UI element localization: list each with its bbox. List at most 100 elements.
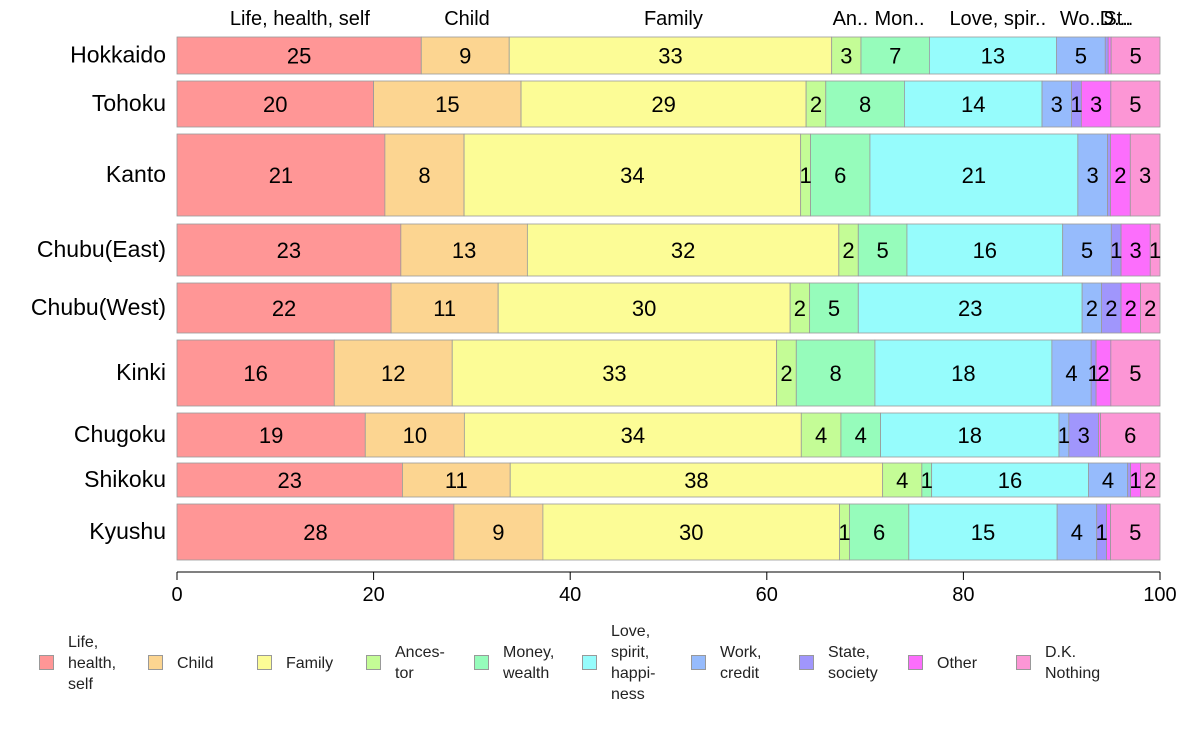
- region-label: Chubu(East): [37, 236, 166, 262]
- bar-value-label: 3: [1130, 238, 1142, 263]
- bar-value-label: 5: [1081, 238, 1093, 263]
- bar-value-label: 38: [684, 468, 708, 493]
- bar-segment: [1140, 282, 1161, 334]
- legend-label: Child: [177, 654, 214, 672]
- bar-segment: [1104, 36, 1109, 75]
- bar-value-label: 1: [1096, 520, 1108, 545]
- x-tick-label: 60: [756, 584, 778, 606]
- x-axis: 0 20 40 60 80 100: [171, 571, 1177, 606]
- bar-segment: [849, 503, 910, 561]
- bar-segment: [1088, 462, 1129, 498]
- bar-segment: [1110, 339, 1161, 407]
- bar-segment: [1056, 36, 1106, 75]
- bar-value-label: 2: [1105, 296, 1117, 321]
- bar-segment: [1129, 133, 1161, 217]
- bar-value-label: 3: [1090, 92, 1102, 117]
- bar-value-label: 8: [418, 163, 430, 188]
- bar-value-label: 4: [1071, 520, 1083, 545]
- bar-segment: [1149, 223, 1161, 277]
- bar-segment: [420, 36, 510, 75]
- bar-value-label: 10: [403, 423, 427, 448]
- x-tick-label: 80: [952, 584, 974, 606]
- bar-segment: [509, 462, 884, 498]
- top-label: Mon..: [874, 8, 924, 30]
- top-label: Family: [644, 8, 703, 30]
- bar-value-labels: 25 9 33 3 7 13 5 520 15 29 2 8 14 3 1 3 521 8 34 1 6 21 3 2 323 1…: [243, 44, 1161, 546]
- bar-value-label: 30: [632, 296, 656, 321]
- bar-value-label: 4: [1102, 468, 1114, 493]
- bar-value-label: 7: [889, 44, 901, 69]
- bar-segment: [795, 339, 876, 407]
- bar-value-label: 5: [1129, 92, 1141, 117]
- bar-value-label: 2: [780, 361, 792, 386]
- bar-value-label: 4: [1065, 361, 1077, 386]
- bar-value-label: 4: [896, 468, 908, 493]
- bar-value-label: 21: [269, 163, 293, 188]
- region-labels: Hokkaido Tohoku Kanto Chubu(East) Chubu(West…: [31, 42, 166, 545]
- bar-value-label: 34: [620, 163, 644, 188]
- bar-value-label: 5: [1129, 361, 1141, 386]
- bar-value-label: 19: [259, 423, 283, 448]
- bar-value-label: 1: [921, 468, 933, 493]
- top-label: St..: [1103, 8, 1133, 30]
- legend-swatch: [908, 655, 923, 670]
- bar-value-label: 33: [658, 44, 682, 69]
- bar-value-label: 5: [1129, 520, 1141, 545]
- bar-value-label: 4: [855, 423, 867, 448]
- legend-swatch: [691, 655, 706, 670]
- bar-value-label: 3: [1139, 163, 1151, 188]
- bar-value-label: 1: [838, 520, 850, 545]
- bar-value-label: 8: [859, 92, 871, 117]
- region-label: Hokkaido: [70, 42, 166, 68]
- bar-value-label: 28: [303, 520, 327, 545]
- top-label: D...: [1100, 8, 1131, 30]
- bar-segment: [1056, 503, 1098, 561]
- bar-value-label: 23: [277, 238, 301, 263]
- legend-swatch: [1016, 655, 1031, 670]
- bar-value-label: 11: [433, 296, 456, 321]
- bar-segment: [1120, 223, 1151, 277]
- legend-swatch: [148, 655, 163, 670]
- bar-value-label: 25: [287, 44, 311, 69]
- bar-segment: [800, 412, 842, 458]
- bar-value-label: 32: [671, 238, 695, 263]
- bar-value-label: 21: [962, 163, 986, 188]
- bar-value-label: 1: [1088, 361, 1100, 386]
- bar-value-label: 1: [1149, 238, 1161, 263]
- bar-value-label: 3: [1051, 92, 1063, 117]
- bar-value-label: 22: [272, 296, 296, 321]
- bar-value-label: 6: [1124, 423, 1136, 448]
- bar-segment: [904, 80, 1043, 128]
- bar-value-label: 14: [961, 92, 985, 117]
- bar-value-label: 15: [435, 92, 459, 117]
- bar-segment: [1080, 80, 1112, 128]
- bar-segment: [1100, 412, 1161, 458]
- top-category-labels: Life, health, self Child Family An.. Mon.. Lo…: [230, 8, 1134, 30]
- bar-segment: [463, 412, 802, 458]
- top-label: Wo..: [1060, 8, 1101, 30]
- bar-segment: [451, 339, 778, 407]
- bar-segment: [928, 36, 1057, 75]
- bar-value-label: 18: [957, 423, 981, 448]
- bar-segment: [542, 503, 840, 561]
- bar-segment: [1110, 80, 1161, 128]
- bar-value-label: 3: [1087, 163, 1099, 188]
- x-tick-label: 40: [559, 584, 581, 606]
- bar-value-label: 2: [1125, 296, 1137, 321]
- bar-segment: [908, 503, 1058, 561]
- bar-value-label: 2: [810, 92, 822, 117]
- legend-label: Life, health, self: [68, 633, 117, 693]
- bar-segment: [869, 133, 1079, 217]
- bar-segment: [810, 133, 871, 217]
- bar-segment: [176, 282, 392, 334]
- bar-segment: [1110, 36, 1161, 75]
- region-label: Kinki: [116, 359, 166, 385]
- legend-swatch: [474, 655, 489, 670]
- legend-label: Money, wealth: [503, 644, 555, 682]
- stacked-bar-chart: Life, health, self Child Family An.. Mon.. Lo…: [31, 8, 1177, 606]
- bar-value-label: 18: [951, 361, 975, 386]
- bar-value-label: 3: [1078, 423, 1090, 448]
- bar-value-label: 1: [1058, 423, 1070, 448]
- legend-label: Work, credit: [720, 644, 762, 682]
- bar-value-label: 6: [873, 520, 885, 545]
